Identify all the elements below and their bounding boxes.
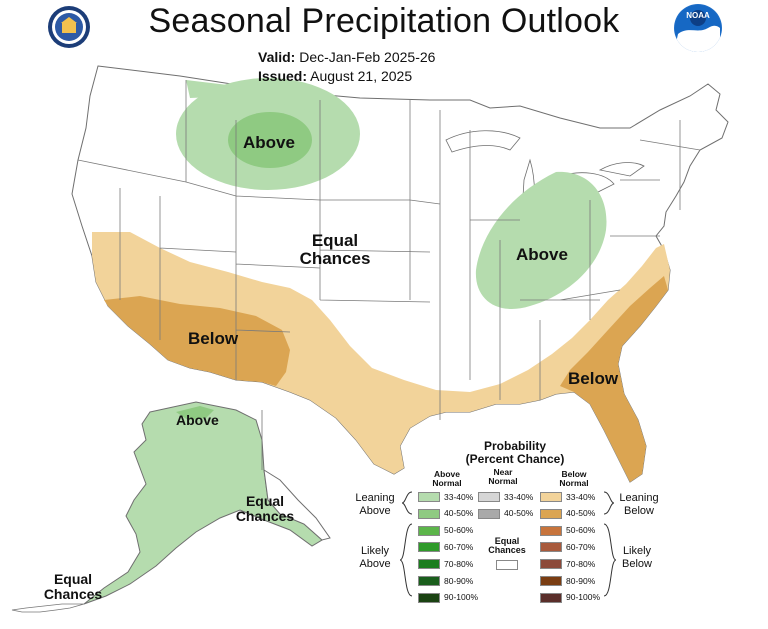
legend-above-range: 90-100% [444,592,479,603]
label-above-north: Above [243,133,295,152]
legend-below-swatch [540,576,562,586]
below-33-40-area [92,232,670,482]
legend-leaning-above: Leaning Above [355,492,395,517]
noaa-logo: NOAA [674,4,722,52]
below-40-50-southeast [560,276,668,482]
noaa-text: NOAA [686,11,710,20]
legend-above-swatch [418,592,440,603]
legend-below-swatch [540,592,562,603]
legend-near-head: Near Normal [488,467,518,486]
legend-above-swatch [418,525,440,536]
legend-likely-below: Likely Below [622,545,652,570]
legend-below-swatch [540,559,562,570]
above-top-fill [186,80,330,120]
legend-equal-chances: Equal Chances [488,536,526,556]
label-equal-chances-center: Equal Chances [299,231,371,268]
valid-label: Valid: [258,49,296,65]
state-lines [77,80,701,420]
label-above-ohio: Above [516,245,568,264]
legend-above-range: 50-60% [444,525,474,536]
label-equal-chances-aleutians: Equal Chances [43,571,103,602]
label-below-southwest: Below [188,329,239,348]
legend-near-range: 40-50% [504,508,534,519]
above-33-40-ohio [475,171,607,309]
legend-title: Probability (Percent Chance) [465,439,565,467]
legend-leaning-below: Leaning Below [619,492,659,517]
alaska-above-40-50 [176,406,214,420]
legend-above-swatch [418,542,440,553]
legend-near-range: 33-40% [504,491,534,502]
legend-below-range: 70-80% [566,558,596,569]
valid-value: Dec-Jan-Feb 2025-26 [299,49,436,65]
label-below-southeast: Below [568,369,619,388]
issued-value: August 21, 2025 [310,68,413,84]
legend-below-range: 80-90% [566,575,596,586]
below-40-50-southwest [104,296,290,386]
legend-above-head: Above Normal [432,469,462,488]
legend-below-range: 90-100% [566,592,601,603]
legend-below-swatch [540,525,562,536]
legend-above-swatch [418,492,440,502]
legend-equal-swatch [496,560,518,570]
issued-label: Issued: [258,68,308,84]
legend-above-range: 33-40% [444,491,474,502]
legend-below-range: 50-60% [566,525,596,536]
above-40-50-north [228,112,312,168]
page-title: Seasonal Precipitation Outlook [148,2,620,40]
legend-below-swatch [540,508,562,519]
legend-near-swatch [478,508,500,519]
legend-below-swatch [540,492,562,502]
legend-above-range: 60-70% [444,541,474,552]
label-equal-chances-alaska: Equal Chances [235,493,295,524]
legend-below-head: Below Normal [559,469,589,488]
valid-line: Valid: Dec-Jan-Feb 2025-26 [258,49,435,65]
legend-above-swatch [418,508,440,519]
legend-near-swatch [478,492,500,502]
legend-above-swatch [418,576,440,586]
legend-above-swatch [418,559,440,570]
doc-seal-icon [48,6,90,48]
aleutian-islands [11,603,85,613]
legend-below-range: 60-70% [566,541,596,552]
legend-below-range: 33-40% [566,491,596,502]
legend-likely-above: Likely Above [359,545,391,570]
issued-line: Issued: August 21, 2025 [258,68,412,84]
legend-above-range: 80-90% [444,575,474,586]
alaska-panhandle [263,469,331,541]
legend-below-swatch [540,542,562,553]
legend-above-range: 40-50% [444,508,474,519]
legend-above-range: 70-80% [444,558,474,569]
label-above-alaska: Above [176,412,219,428]
legend-below-range: 40-50% [566,508,596,519]
